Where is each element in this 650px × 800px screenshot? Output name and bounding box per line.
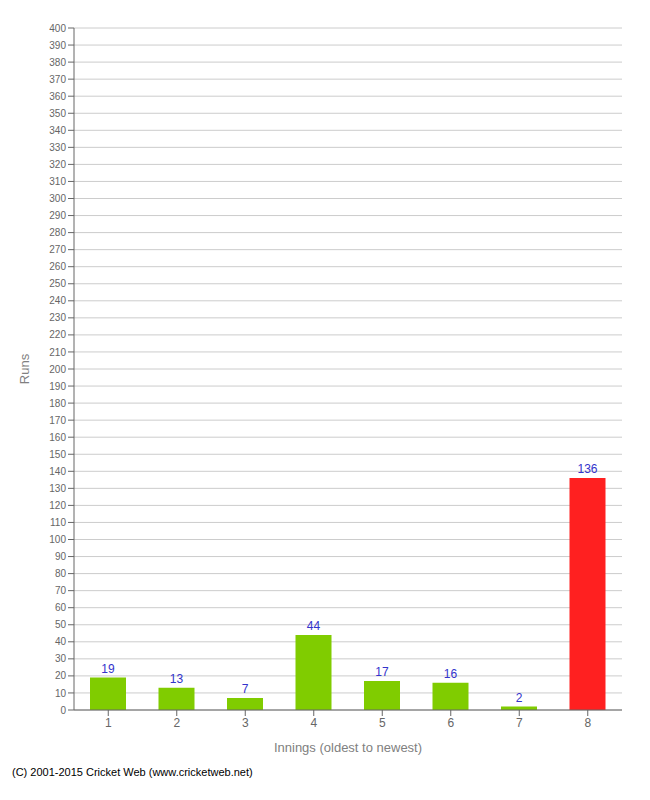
- svg-text:5: 5: [379, 716, 386, 730]
- svg-text:190: 190: [49, 381, 66, 392]
- svg-text:120: 120: [49, 500, 66, 511]
- svg-text:290: 290: [49, 210, 66, 221]
- svg-text:230: 230: [49, 312, 66, 323]
- svg-text:180: 180: [49, 398, 66, 409]
- svg-text:16: 16: [444, 667, 458, 681]
- svg-text:8: 8: [584, 716, 591, 730]
- svg-text:110: 110: [50, 517, 66, 528]
- svg-text:90: 90: [55, 551, 67, 562]
- svg-text:360: 360: [49, 91, 66, 102]
- svg-text:100: 100: [49, 534, 66, 545]
- svg-text:160: 160: [49, 432, 66, 443]
- svg-text:380: 380: [49, 57, 66, 68]
- svg-text:40: 40: [55, 636, 67, 647]
- svg-text:1: 1: [105, 716, 112, 730]
- svg-text:2: 2: [173, 716, 180, 730]
- svg-text:20: 20: [55, 670, 67, 681]
- svg-text:19: 19: [101, 662, 115, 676]
- svg-text:17: 17: [375, 665, 389, 679]
- svg-text:136: 136: [577, 462, 597, 476]
- svg-text:140: 140: [49, 466, 66, 477]
- svg-text:400: 400: [49, 23, 66, 34]
- svg-text:44: 44: [307, 619, 321, 633]
- svg-text:200: 200: [49, 364, 66, 375]
- svg-text:350: 350: [49, 108, 66, 119]
- svg-text:70: 70: [55, 585, 67, 596]
- svg-text:130: 130: [49, 483, 66, 494]
- svg-text:330: 330: [49, 142, 66, 153]
- svg-text:280: 280: [49, 227, 66, 238]
- svg-text:4: 4: [310, 716, 317, 730]
- svg-text:Runs: Runs: [17, 353, 32, 384]
- svg-text:310: 310: [49, 176, 66, 187]
- svg-text:30: 30: [55, 653, 67, 664]
- svg-text:250: 250: [49, 278, 66, 289]
- svg-text:60: 60: [55, 602, 67, 613]
- svg-text:170: 170: [49, 415, 66, 426]
- svg-text:340: 340: [49, 125, 66, 136]
- svg-text:240: 240: [49, 295, 66, 306]
- svg-text:50: 50: [55, 619, 67, 630]
- svg-text:7: 7: [516, 716, 523, 730]
- svg-text:13: 13: [170, 672, 184, 686]
- svg-text:320: 320: [49, 159, 66, 170]
- svg-text:80: 80: [55, 568, 67, 579]
- svg-text:390: 390: [49, 40, 66, 51]
- svg-text:370: 370: [49, 74, 66, 85]
- svg-text:150: 150: [49, 449, 66, 460]
- svg-text:7: 7: [242, 682, 249, 696]
- svg-text:220: 220: [49, 329, 66, 340]
- svg-text:Innings (oldest to newest): Innings (oldest to newest): [274, 740, 422, 755]
- html-text:(C) 2001-2015 Cricket Web (www: (C) 2001-2015 Cricket Web (www.cricketwe…: [12, 766, 253, 778]
- svg-text:0: 0: [60, 705, 66, 716]
- svg-text:3: 3: [242, 716, 249, 730]
- svg-text:6: 6: [447, 716, 454, 730]
- svg-text:270: 270: [49, 244, 66, 255]
- svg-text:10: 10: [55, 688, 67, 699]
- svg-text:260: 260: [49, 261, 66, 272]
- svg-text:300: 300: [49, 193, 66, 204]
- svg-text:2: 2: [516, 691, 523, 705]
- svg-text:210: 210: [49, 347, 66, 358]
